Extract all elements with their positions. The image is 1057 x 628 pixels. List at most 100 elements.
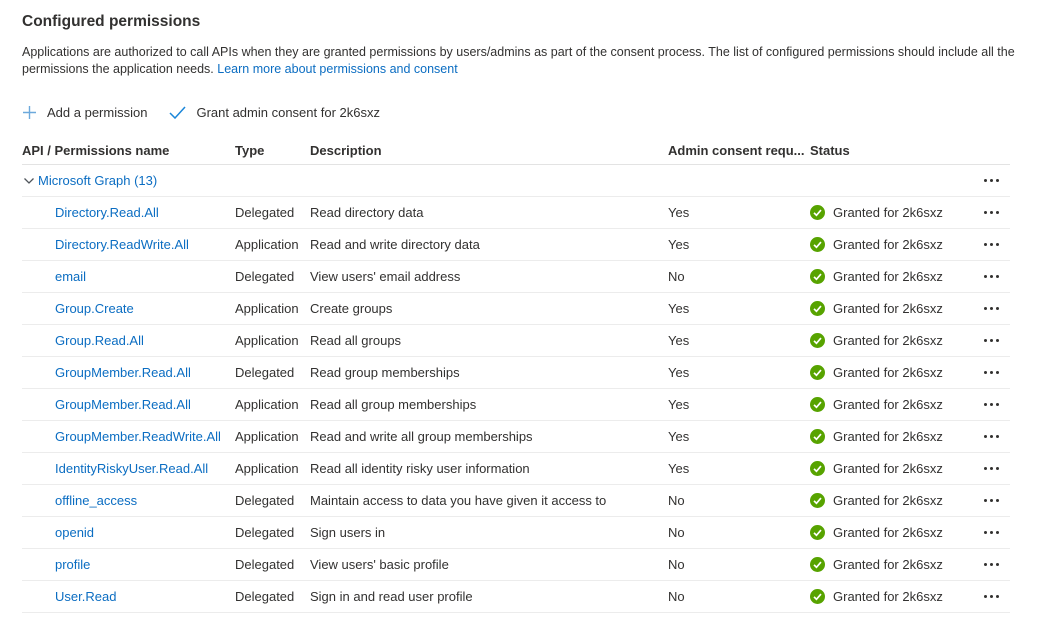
description: Applications are authorized to call APIs…: [22, 44, 1024, 78]
learn-more-link[interactable]: Learn more about permissions and consent: [217, 62, 458, 76]
row-context-menu-button[interactable]: [979, 203, 1003, 223]
permission-name-link[interactable]: GroupMember.Read.All: [55, 365, 191, 380]
permission-description: Sign in and read user profile: [310, 589, 473, 604]
status-cell: Granted for 2k6sxz: [810, 237, 975, 252]
permission-type: Application: [235, 237, 299, 252]
granted-check-icon: [810, 525, 825, 540]
permission-name-link[interactable]: Directory.Read.All: [55, 205, 159, 220]
admin-consent-required-value: No: [668, 525, 685, 540]
permission-name-cell: Group.Read.All: [22, 333, 235, 348]
permission-name-link[interactable]: profile: [55, 557, 91, 572]
permission-type: Delegated: [235, 493, 295, 508]
permission-name-link[interactable]: email: [55, 269, 87, 284]
granted-check-icon: [810, 269, 825, 284]
admin-consent-required-value: Yes: [668, 397, 690, 412]
row-context-menu-button[interactable]: [979, 331, 1003, 351]
status-cell: Granted for 2k6sxz: [810, 269, 975, 284]
permission-description: Read group memberships: [310, 365, 460, 380]
row-actions-cell: [975, 427, 1010, 447]
permission-type: Delegated: [235, 589, 295, 604]
column-header-type: Type: [235, 142, 265, 158]
permission-row: Directory.ReadWrite.All Application Read…: [22, 229, 1010, 261]
permission-row: email Delegated View users' email addres…: [22, 261, 1010, 293]
status-label: Granted for 2k6sxz: [833, 205, 943, 220]
row-context-menu-button[interactable]: [979, 267, 1003, 287]
permission-name-link[interactable]: GroupMember.ReadWrite.All: [55, 429, 221, 444]
permission-description: Read all group memberships: [310, 397, 477, 412]
api-group-link[interactable]: Microsoft Graph (13): [38, 173, 158, 188]
group-context-menu-button[interactable]: [979, 171, 1003, 191]
row-context-menu-button[interactable]: [979, 555, 1003, 575]
admin-consent-required-value: Yes: [668, 205, 690, 220]
permission-row: User.Read Delegated Sign in and read use…: [22, 581, 1010, 613]
chevron-down-icon[interactable]: [22, 174, 36, 188]
api-group-cell: Microsoft Graph (13): [22, 173, 975, 188]
status-label: Granted for 2k6sxz: [833, 269, 943, 284]
status-cell: Granted for 2k6sxz: [810, 429, 975, 444]
row-actions-cell: [975, 363, 1010, 383]
granted-check-icon: [810, 557, 825, 572]
permission-row: IdentityRiskyUser.Read.All Application R…: [22, 453, 1010, 485]
row-context-menu-button[interactable]: [979, 523, 1003, 543]
row-actions-cell: [975, 203, 1010, 223]
permission-row: Group.Read.All Application Read all grou…: [22, 325, 1010, 357]
row-actions-cell: [975, 395, 1010, 415]
row-context-menu-button[interactable]: [979, 363, 1003, 383]
row-context-menu-button[interactable]: [979, 299, 1003, 319]
permission-name-link[interactable]: openid: [55, 525, 95, 540]
status-cell: Granted for 2k6sxz: [810, 461, 975, 476]
row-actions-cell: [975, 491, 1010, 511]
permission-description: Read all identity risky user information: [310, 461, 530, 476]
permission-description: Read directory data: [310, 205, 424, 220]
row-actions-cell: [975, 459, 1010, 479]
ellipsis-icon: [983, 467, 987, 470]
row-context-menu-button[interactable]: [979, 235, 1003, 255]
ellipsis-icon: [983, 595, 987, 598]
admin-consent-required-value: Yes: [668, 461, 690, 476]
status-label: Granted for 2k6sxz: [833, 301, 943, 316]
permission-type: Delegated: [235, 365, 295, 380]
ellipsis-icon: [983, 499, 987, 502]
permission-row: openid Delegated Sign users in No Grante…: [22, 517, 1010, 549]
api-group-row: Microsoft Graph (13): [22, 165, 1010, 197]
permission-name-link[interactable]: GroupMember.Read.All: [55, 397, 191, 412]
ellipsis-icon: [983, 371, 987, 374]
permission-name-link[interactable]: offline_access: [55, 493, 138, 508]
permission-description: Sign users in: [310, 525, 386, 540]
permission-row: Group.Create Application Create groups Y…: [22, 293, 1010, 325]
permission-description: Create groups: [310, 301, 393, 316]
granted-check-icon: [810, 589, 825, 604]
permissions-table: API / Permissions name Type Description …: [22, 136, 1010, 613]
row-actions-cell: [975, 267, 1010, 287]
admin-consent-required-value: No: [668, 557, 685, 572]
row-context-menu-button[interactable]: [979, 491, 1003, 511]
admin-consent-required-value: Yes: [668, 237, 690, 252]
status-cell: Granted for 2k6sxz: [810, 493, 975, 508]
permission-name-cell: IdentityRiskyUser.Read.All: [22, 461, 235, 476]
granted-check-icon: [810, 493, 825, 508]
permission-name-link[interactable]: Directory.ReadWrite.All: [55, 237, 189, 252]
add-permission-button[interactable]: Add a permission: [22, 105, 147, 120]
column-header-name: API / Permissions name: [22, 142, 170, 158]
row-context-menu-button[interactable]: [979, 459, 1003, 479]
permission-name-link[interactable]: Group.Read.All: [55, 333, 144, 348]
permission-type: Delegated: [235, 525, 295, 540]
grant-admin-consent-button[interactable]: Grant admin consent for 2k6sxz: [169, 105, 380, 120]
row-actions-cell: [975, 331, 1010, 351]
permission-name-link[interactable]: IdentityRiskyUser.Read.All: [55, 461, 209, 476]
permission-name-link[interactable]: Group.Create: [55, 301, 134, 316]
permission-name-link[interactable]: User.Read: [55, 589, 117, 604]
status-label: Granted for 2k6sxz: [833, 365, 943, 380]
row-actions-cell: [975, 587, 1010, 607]
permission-name-cell: GroupMember.Read.All: [22, 397, 235, 412]
row-context-menu-button[interactable]: [979, 587, 1003, 607]
row-context-menu-button[interactable]: [979, 427, 1003, 447]
row-context-menu-button[interactable]: [979, 395, 1003, 415]
status-cell: Granted for 2k6sxz: [810, 589, 975, 604]
grant-admin-consent-label: Grant admin consent for 2k6sxz: [196, 104, 380, 120]
status-label: Granted for 2k6sxz: [833, 525, 943, 540]
status-label: Granted for 2k6sxz: [833, 461, 943, 476]
status-cell: Granted for 2k6sxz: [810, 365, 975, 380]
ellipsis-icon: [983, 435, 987, 438]
granted-check-icon: [810, 237, 825, 252]
